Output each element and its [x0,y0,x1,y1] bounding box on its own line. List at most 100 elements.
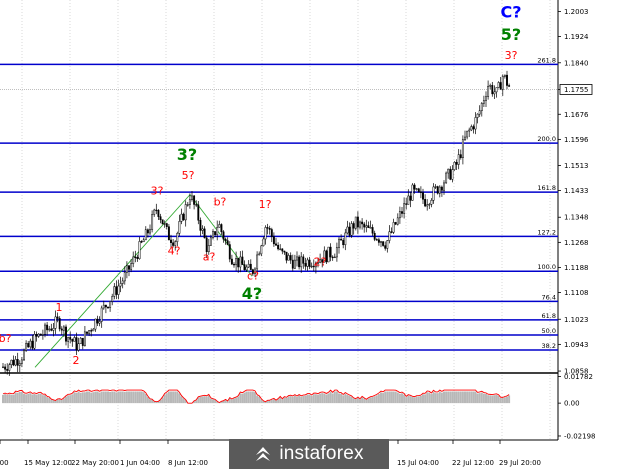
candle-body [199,219,202,231]
candle-body [447,168,450,174]
candle-body [10,359,13,365]
candle-body [377,239,380,243]
candle-body [340,238,343,241]
candle-body [216,227,219,235]
candle-body [365,225,368,228]
candle-body [222,231,225,240]
candle-body [12,359,15,366]
candle-body [495,87,498,93]
wave-label: 4? [168,244,181,257]
candle-body [493,91,496,95]
price-tick-label: 1.2003 [564,8,589,16]
price-tick-label: 1.1924 [564,33,589,41]
candle-body [457,154,460,165]
candle-body [27,343,30,348]
candle-body [325,250,328,263]
candle-body [459,154,462,158]
candle-body [411,184,414,201]
candle-body [178,221,181,234]
candle-body [235,257,238,266]
candle-body [287,255,290,261]
candle-body [470,126,473,131]
candle-body [333,256,336,259]
candle-body [69,337,72,340]
wave-label: b? [214,196,227,209]
candle-body [434,186,437,188]
candle-body [167,226,170,241]
wave-label: 3? [505,49,518,62]
candle-body [491,85,494,95]
candle-body [176,233,179,242]
wave-label: 3? [177,145,197,164]
fib-label: 100.0 [537,263,556,271]
candle-body [2,366,4,368]
candle-body [440,186,443,191]
candle-body [254,268,256,274]
candle-body [350,223,353,236]
candle-body [182,213,185,221]
candle-body [424,199,427,207]
price-tick-label: 1.1188 [564,264,589,272]
candle-body [466,130,469,138]
candle-body [371,227,374,234]
candle-body [296,256,298,261]
candle-body [134,256,137,258]
candle-body [140,241,143,243]
candle-body [346,226,349,234]
candle-body [327,246,330,263]
candle-body [25,343,28,351]
candle-body [428,204,431,206]
candle-body [96,318,99,324]
candle-body [79,337,82,344]
candle-body [279,248,282,250]
oscillator-signal-line [2,389,510,404]
candle-body [14,359,17,366]
candle-body [73,337,76,342]
candle-body [102,304,105,309]
candle-body [499,82,502,90]
candle-body [245,266,248,271]
candle-body [455,161,458,165]
candle-body [75,337,78,351]
candle-body [432,186,435,201]
candle-body [419,191,422,193]
candle-body [356,216,359,228]
candle-body [453,161,456,170]
candle-body [212,231,214,239]
candle-body [266,227,269,229]
candle-body [487,85,490,97]
oscillator-tick-label: 0.01782 [564,373,593,381]
candle-body [83,331,86,346]
candle-body [138,241,141,259]
candle-body [394,222,397,225]
candle-body [56,316,59,319]
price-tick-label: 1.0943 [564,341,589,349]
candle-body [485,96,487,101]
candle-body [130,263,133,270]
candle-body [88,330,91,334]
candle-body [249,263,252,270]
wave-label: 2 [73,354,80,367]
candle-body [121,280,124,284]
candle-body [123,272,126,282]
candle-body [506,74,508,86]
candle-body [77,343,80,351]
candle-body [354,216,357,229]
candle-body [20,359,23,364]
candle-body [335,247,338,258]
candle-body [136,256,139,259]
candle-body [90,330,93,332]
candle-body [81,337,84,346]
oscillator-tick-label: -0.02198 [564,432,595,440]
candle-body [119,283,122,287]
candle-body [398,211,401,219]
candle-body [161,219,164,225]
candle-body [142,239,145,243]
candle-body [113,286,116,297]
candle-body [396,217,399,225]
current-price-tag [559,84,593,95]
candle-body [413,184,416,190]
candle-body [226,240,229,245]
candle-body [443,182,445,191]
